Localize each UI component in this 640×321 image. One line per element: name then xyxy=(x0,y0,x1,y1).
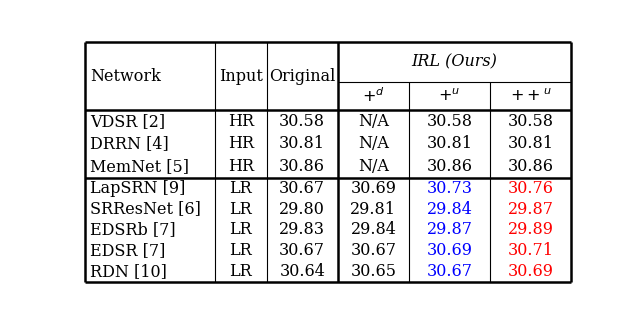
Text: 30.64: 30.64 xyxy=(279,263,325,280)
Text: LR: LR xyxy=(230,201,252,218)
Text: MemNet [5]: MemNet [5] xyxy=(90,158,189,175)
Text: 30.81: 30.81 xyxy=(426,135,472,152)
Text: 29.84: 29.84 xyxy=(427,201,472,218)
Text: SRResNet [6]: SRResNet [6] xyxy=(90,201,201,218)
Text: Input: Input xyxy=(219,68,263,85)
Text: Network: Network xyxy=(90,68,161,85)
Text: Original: Original xyxy=(269,68,335,85)
Text: LR: LR xyxy=(230,180,252,197)
Text: 30.67: 30.67 xyxy=(279,180,325,197)
Text: 29.83: 29.83 xyxy=(279,221,325,239)
Text: RDN [10]: RDN [10] xyxy=(90,263,167,280)
Text: $++^{u}$: $++^{u}$ xyxy=(509,88,552,105)
Text: 30.81: 30.81 xyxy=(508,135,554,152)
Text: EDSRb [7]: EDSRb [7] xyxy=(90,221,175,239)
Text: 30.58: 30.58 xyxy=(279,113,325,130)
Text: DRRN [4]: DRRN [4] xyxy=(90,135,169,152)
Text: 29.80: 29.80 xyxy=(279,201,325,218)
Text: $+^{u}$: $+^{u}$ xyxy=(438,88,461,105)
Text: 30.81: 30.81 xyxy=(279,135,325,152)
Text: 30.65: 30.65 xyxy=(351,263,396,280)
Text: 29.89: 29.89 xyxy=(508,221,554,239)
Text: 29.87: 29.87 xyxy=(426,221,472,239)
Text: N/A: N/A xyxy=(358,158,389,175)
Text: 30.73: 30.73 xyxy=(426,180,472,197)
Text: 30.71: 30.71 xyxy=(508,242,554,259)
Text: HR: HR xyxy=(228,135,254,152)
Text: 30.58: 30.58 xyxy=(508,113,554,130)
Text: N/A: N/A xyxy=(358,113,389,130)
Text: 29.84: 29.84 xyxy=(351,221,396,239)
Text: LR: LR xyxy=(230,221,252,239)
Text: 30.76: 30.76 xyxy=(508,180,554,197)
Text: N/A: N/A xyxy=(358,135,389,152)
Text: 30.86: 30.86 xyxy=(426,158,472,175)
Text: HR: HR xyxy=(228,158,254,175)
Text: 30.69: 30.69 xyxy=(426,242,472,259)
Text: HR: HR xyxy=(228,113,254,130)
Text: 29.81: 29.81 xyxy=(351,201,396,218)
Text: $+^{d}$: $+^{d}$ xyxy=(362,87,385,106)
Text: 30.67: 30.67 xyxy=(279,242,325,259)
Text: LR: LR xyxy=(230,242,252,259)
Text: 30.67: 30.67 xyxy=(426,263,472,280)
Text: 30.67: 30.67 xyxy=(351,242,396,259)
Text: 30.86: 30.86 xyxy=(508,158,554,175)
Text: EDSR [7]: EDSR [7] xyxy=(90,242,165,259)
Text: 30.69: 30.69 xyxy=(351,180,396,197)
Text: 29.87: 29.87 xyxy=(508,201,554,218)
Text: IRL (Ours): IRL (Ours) xyxy=(412,54,497,71)
Text: 30.86: 30.86 xyxy=(279,158,325,175)
Text: LapSRN [9]: LapSRN [9] xyxy=(90,180,186,197)
Text: LR: LR xyxy=(230,263,252,280)
Text: 30.58: 30.58 xyxy=(426,113,472,130)
Text: VDSR [2]: VDSR [2] xyxy=(90,113,165,130)
Text: 30.69: 30.69 xyxy=(508,263,554,280)
